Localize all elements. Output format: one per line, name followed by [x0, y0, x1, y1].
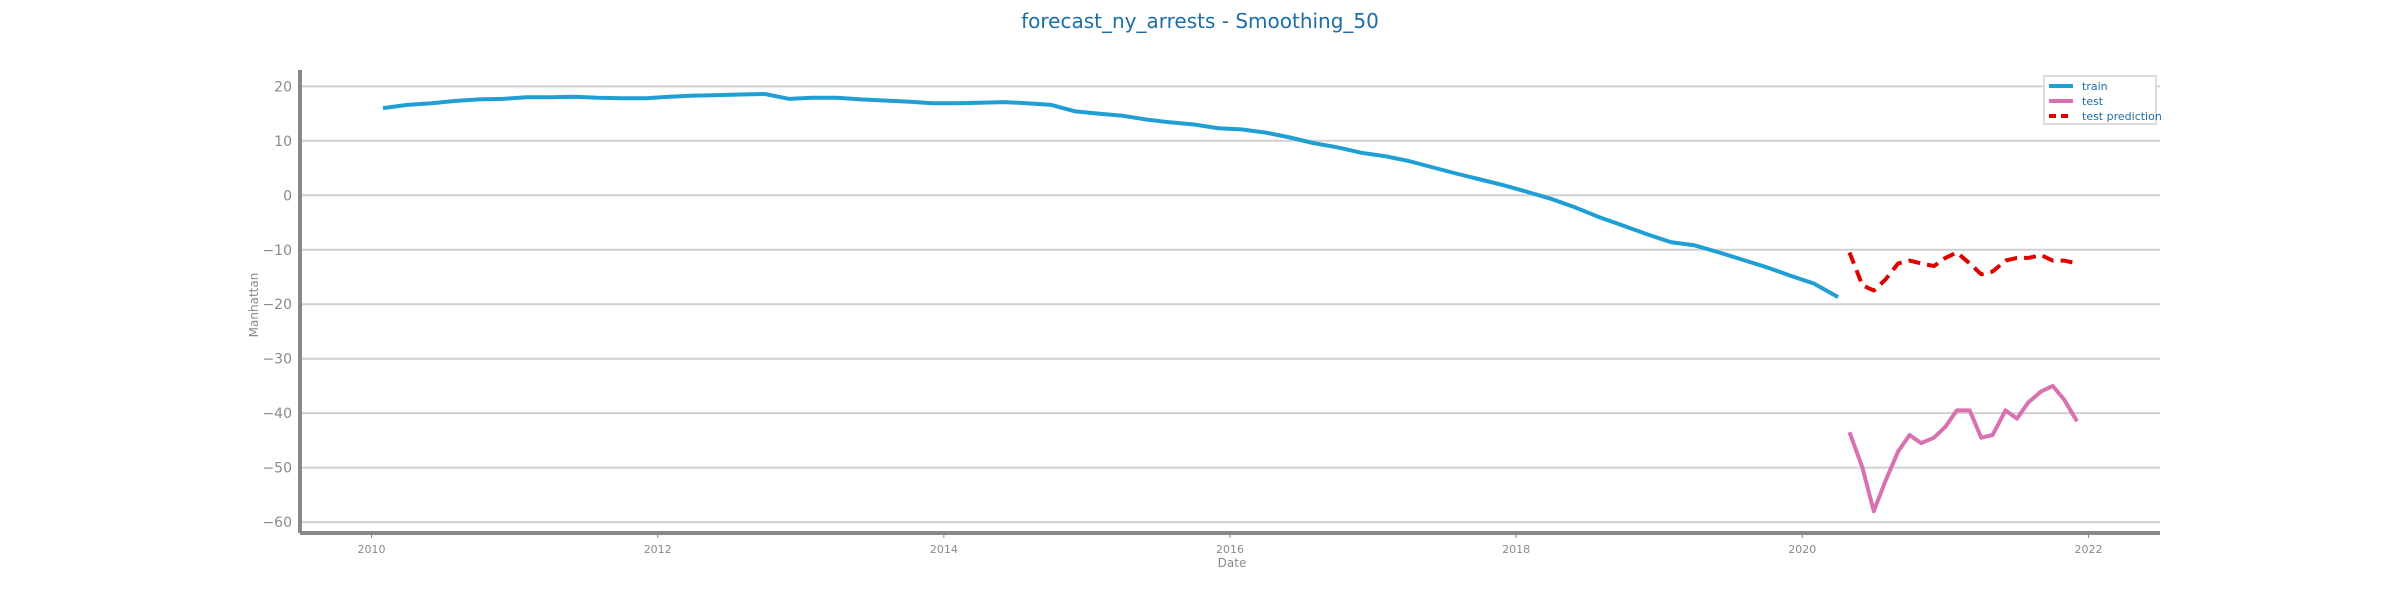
y-tick-label: −10 [262, 243, 292, 259]
x-tick-label: 2014 [930, 543, 958, 556]
x-tick-label: 2018 [1502, 543, 1530, 556]
axes [298, 70, 2160, 538]
x-tick-label: 2010 [358, 543, 386, 556]
x-tick-labels: 2010 2012 2014 2016 2018 2020 2022 [358, 543, 2103, 556]
series-lines [382, 92, 2079, 514]
series-line-test-prediction [1847, 250, 2078, 293]
legend-label: test prediction [2082, 110, 2162, 123]
y-tick-label: −20 [262, 297, 292, 313]
y-tick-label: −60 [262, 515, 292, 531]
y-tick-label: 20 [274, 79, 292, 95]
chart-title: forecast_ny_arrests - Smoothing_50 [1021, 9, 1379, 33]
legend: train test test prediction [2043, 75, 2162, 125]
x-tick-label: 2022 [2074, 543, 2102, 556]
grid-lines [300, 85, 2160, 524]
x-tick-label: 2020 [1788, 543, 1816, 556]
legend-label: test [2082, 95, 2104, 108]
legend-label: train [2082, 80, 2108, 93]
x-tick-label: 2016 [1216, 543, 1244, 556]
y-axis-label: Manhattan [247, 273, 261, 338]
series-line-train [382, 92, 1840, 299]
y-tick-label: 0 [283, 188, 292, 204]
y-tick-label: −40 [262, 406, 292, 422]
y-tick-label: 10 [274, 134, 292, 150]
y-tick-labels: 20 10 0 −10 −20 −30 −40 −50 −60 [262, 79, 292, 531]
x-tick-label: 2012 [644, 543, 672, 556]
series-line-test [1847, 383, 2079, 514]
x-axis-label: Date [1218, 556, 1247, 570]
y-tick-label: −50 [262, 461, 292, 477]
y-tick-label: −30 [262, 352, 292, 368]
